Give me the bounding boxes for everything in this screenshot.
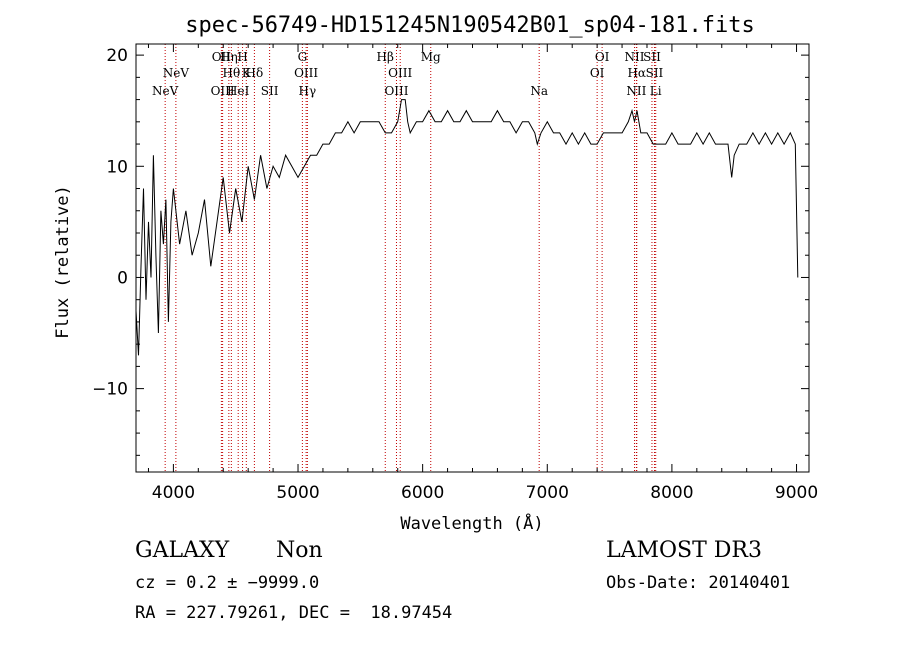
line-label-15: OIII (388, 66, 412, 80)
spectrum-line (135, 99, 799, 356)
y-axis-ticks: −10 0 10 20 (92, 46, 809, 456)
line-label-24: SII (643, 50, 661, 64)
line-label-20: OI (590, 66, 605, 80)
emission-line-markers (164, 44, 657, 472)
line-label-22: Hα (627, 66, 646, 80)
plot-frame (135, 43, 810, 473)
y-tick-label-0: −10 (92, 380, 128, 400)
chart-title: spec-56749-HD151245N190542B01_sp04-181.f… (185, 13, 755, 38)
line-label-10: SII (261, 84, 279, 98)
line-label-21: NII (625, 50, 645, 64)
line-label-18: Na (530, 84, 548, 98)
x-tick-label-3: 7000 (526, 483, 569, 503)
x-tick-label-0: 4000 (152, 483, 195, 503)
line-label-8: K (242, 66, 252, 80)
class-label: GALAXY (135, 538, 230, 563)
x-tick-label-5: 9000 (775, 483, 818, 503)
survey-label: LAMOST DR3 (606, 538, 762, 563)
obs-date-text: Obs-Date: 20140401 (606, 573, 791, 593)
line-label-25: SII (646, 66, 664, 80)
line-label-2: OII (212, 50, 232, 64)
line-label-6: HeI (227, 84, 250, 98)
line-label-12: OIII (294, 66, 318, 80)
x-tick-label-1: 5000 (276, 483, 319, 503)
line-label-5: Hθ (222, 66, 240, 80)
line-label-14: Hβ (377, 50, 394, 64)
line-label-7: H (237, 50, 247, 64)
coordinates-text: RA = 227.79261, DEC = 18.97454 (135, 603, 453, 623)
x-tick-label-2: 6000 (401, 483, 444, 503)
line-label-1: NeV (163, 66, 190, 80)
line-label-13: Hγ (299, 84, 317, 98)
x-tick-label-4: 8000 (650, 483, 693, 503)
line-label-19: OI (595, 50, 610, 64)
line-label-3: OIII (211, 84, 235, 98)
x-axis-label: Wavelength (Å) (400, 512, 543, 534)
y-tick-label-3: 20 (106, 46, 128, 66)
line-label-11: G (298, 50, 308, 64)
y-tick-label-2: 10 (106, 157, 128, 177)
line-label-17: Mg (421, 50, 441, 64)
subclass-label: Non (276, 538, 323, 563)
line-label-16: OIII (384, 84, 408, 98)
redshift-text: cz = 0.2 ± −9999.0 (135, 573, 320, 593)
line-label-0: NeV (152, 84, 179, 98)
line-label-9: Hδ (246, 66, 264, 80)
line-label-26: Li (650, 84, 662, 98)
line-label-23: NII (626, 84, 646, 98)
x-axis-ticks: 4000 5000 6000 7000 8000 9000 (147, 44, 818, 503)
line-label-4: Hη (220, 50, 238, 64)
y-tick-label-1: 0 (117, 268, 128, 288)
y-axis-label: Flux (relative) (53, 185, 73, 339)
